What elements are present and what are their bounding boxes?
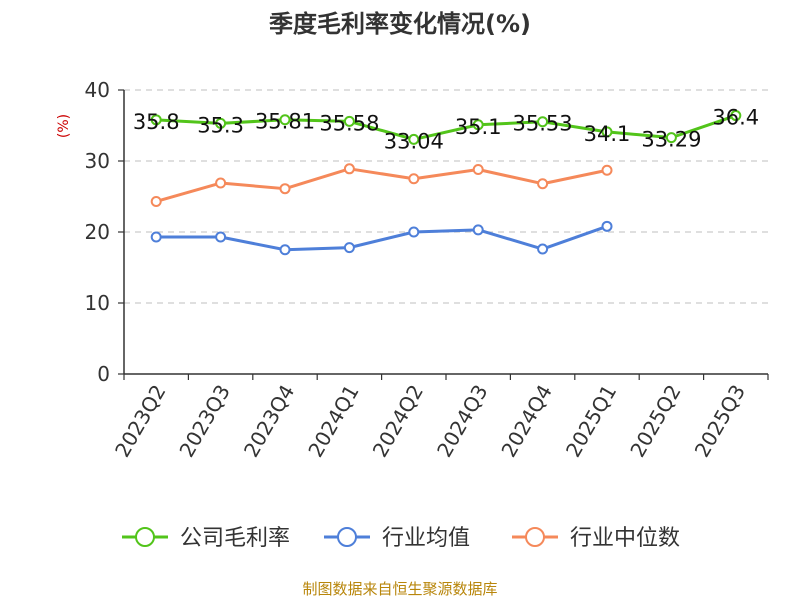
- data-point: [601, 126, 613, 138]
- data-point: [730, 110, 742, 122]
- series-line: [156, 114, 737, 141]
- source-note: 制图数据来自恒生聚源数据库: [302, 580, 498, 598]
- series-lines: [150, 110, 742, 256]
- legend-label: 行业中位数: [570, 526, 680, 551]
- y-tick-label: 40: [85, 78, 110, 102]
- series-line: [156, 224, 608, 252]
- data-label: 33.04: [384, 129, 444, 153]
- data-point: [472, 119, 484, 131]
- data-point: [150, 195, 162, 207]
- data-point: [601, 164, 613, 176]
- data-label: 34.1: [584, 122, 631, 146]
- data-point: [215, 177, 227, 189]
- data-point: [343, 115, 355, 127]
- legend-marker: [337, 527, 357, 547]
- x-tick-label: 2024Q2: [368, 381, 428, 462]
- y-tick-label: 0: [97, 362, 110, 386]
- data-label: 35.8: [133, 110, 180, 134]
- x-tick-label: 2025Q2: [625, 381, 685, 462]
- series-line: [155, 167, 608, 203]
- data-point: [343, 163, 355, 175]
- data-point: [537, 243, 549, 255]
- data-point: [343, 242, 355, 254]
- legend-marker: [525, 527, 545, 547]
- data-point: [601, 220, 613, 232]
- legend-label: 公司毛利率: [180, 526, 290, 551]
- data-point: [150, 114, 162, 126]
- y-tick-label: 20: [85, 220, 110, 244]
- data-point: [472, 224, 484, 236]
- y-tick-label: 30: [85, 149, 110, 173]
- data-point: [408, 133, 420, 145]
- data-point: [537, 178, 549, 190]
- data-label: 35.1: [455, 115, 502, 139]
- data-point: [150, 231, 162, 243]
- data-point: [279, 114, 291, 126]
- y-tick-label: 10: [85, 291, 110, 315]
- data-point: [215, 231, 227, 243]
- data-point: [279, 244, 291, 256]
- data-point: [665, 132, 677, 144]
- chart-title: 季度毛利率变化情况(%): [269, 10, 531, 38]
- data-label: 33.29: [641, 128, 701, 152]
- y-axis-label: (%): [56, 114, 72, 138]
- x-tick-label: 2024Q1: [303, 381, 363, 462]
- x-tick-label: 2024Q3: [432, 381, 492, 462]
- data-label: 35.81: [255, 110, 315, 134]
- legend: 公司毛利率 行业均值 行业中位数: [122, 526, 680, 551]
- x-tick-label: 2023Q4: [239, 381, 299, 462]
- data-label: 35.58: [319, 111, 379, 135]
- data-point: [215, 117, 227, 129]
- x-tick-label: 2023Q2: [110, 381, 170, 462]
- data-label: 36.4: [712, 106, 759, 130]
- legend-marker: [135, 527, 155, 547]
- x-tick-label: 2023Q3: [174, 381, 234, 462]
- data-point: [408, 226, 420, 238]
- data-point: [279, 183, 291, 195]
- data-point: [408, 173, 420, 185]
- x-tick-label: 2025Q3: [690, 381, 750, 462]
- data-label: 35.3: [197, 113, 244, 137]
- data-point: [472, 164, 484, 176]
- x-tick-label: 2024Q4: [496, 381, 556, 462]
- data-label: 35.53: [513, 112, 573, 136]
- legend-label: 行业均值: [382, 526, 470, 551]
- x-tick-label: 2025Q1: [561, 381, 621, 462]
- data-point: [537, 116, 549, 128]
